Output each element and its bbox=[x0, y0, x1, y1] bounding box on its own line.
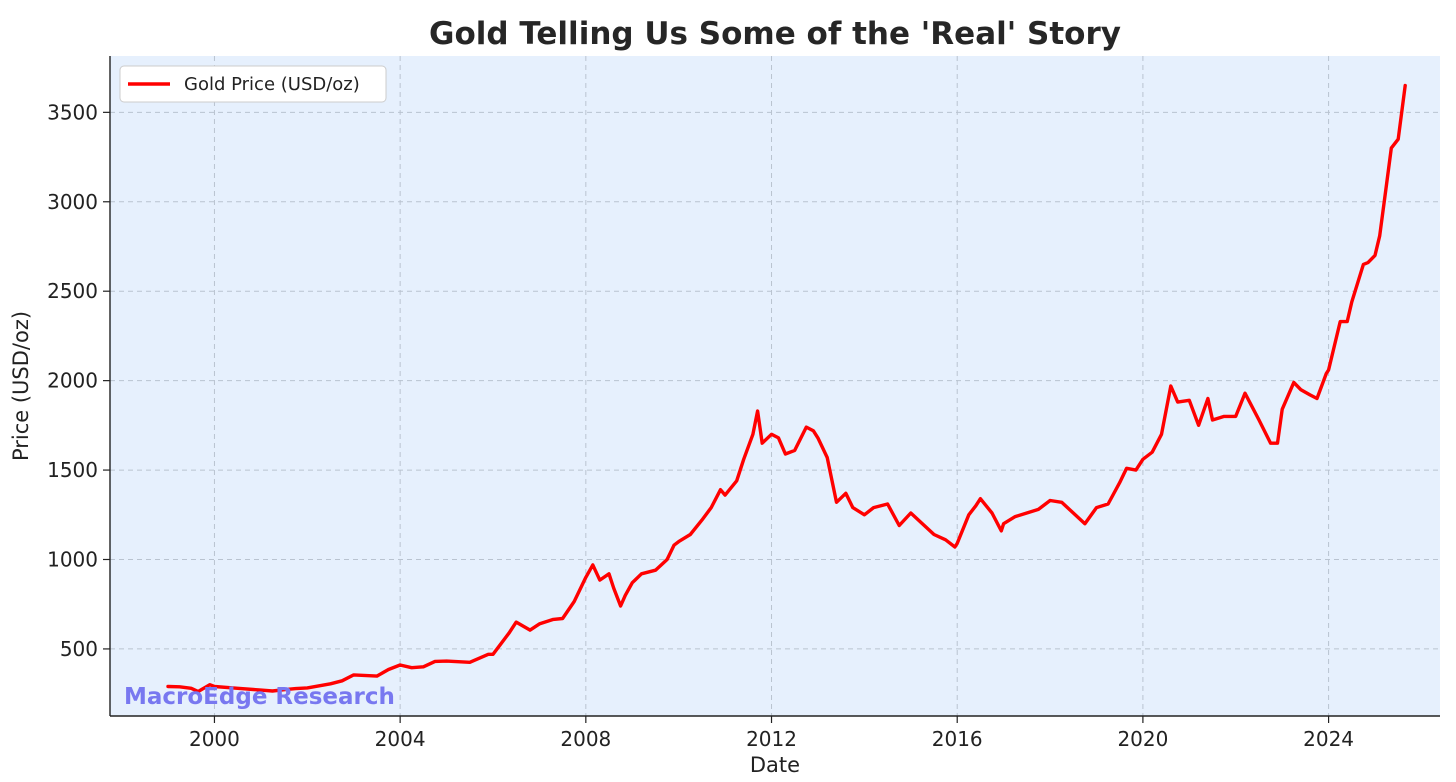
y-tick-label: 1500 bbox=[47, 458, 98, 482]
y-tick-label: 3500 bbox=[47, 100, 98, 124]
y-tick-label: 500 bbox=[60, 637, 98, 661]
y-axis-label: Price (USD/oz) bbox=[9, 311, 33, 461]
legend-label: Gold Price (USD/oz) bbox=[184, 74, 360, 95]
x-axis-label: Date bbox=[750, 753, 800, 777]
tick-labels: 2000 2004 2008 2012 2016 2020 2024 500 1000 1500 2… bbox=[47, 100, 1354, 751]
plot-background bbox=[110, 56, 1440, 716]
legend-box bbox=[119, 65, 387, 103]
y-tick-label: 2000 bbox=[47, 369, 98, 393]
y-tick-label: 3000 bbox=[47, 190, 98, 214]
x-tick-label: 2024 bbox=[1303, 727, 1354, 751]
y-tick-label: 2500 bbox=[47, 279, 98, 303]
y-tick-label: 1000 bbox=[47, 547, 98, 571]
legend: Gold Price (USD/oz) bbox=[119, 65, 387, 103]
x-tick-label: 2016 bbox=[932, 727, 983, 751]
x-tick-label: 2020 bbox=[1117, 727, 1168, 751]
chart-title: Gold Telling Us Some of the 'Real' Story bbox=[429, 16, 1121, 52]
axes bbox=[103, 56, 1440, 723]
x-tick-label: 2000 bbox=[189, 727, 240, 751]
series-line-gold-price bbox=[166, 83, 1407, 694]
watermark-text: MacroEdge Research bbox=[124, 684, 395, 710]
grid bbox=[110, 56, 1440, 716]
x-tick-label: 2012 bbox=[746, 727, 797, 751]
x-tick-label: 2008 bbox=[560, 727, 611, 751]
x-tick-label: 2004 bbox=[375, 727, 426, 751]
